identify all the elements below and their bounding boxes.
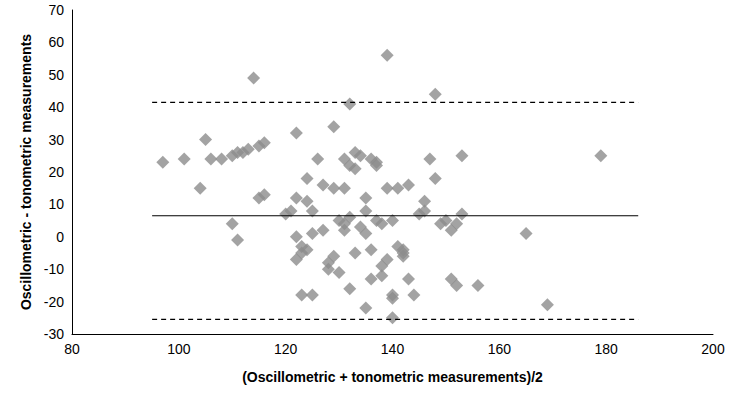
svg-text:160: 160: [488, 341, 512, 357]
svg-text:20: 20: [48, 164, 64, 180]
svg-text:80: 80: [64, 341, 80, 357]
svg-text:Oscillometric - tonometric mea: Oscillometric - tonometric measurements: [18, 34, 34, 310]
svg-text:30: 30: [48, 132, 64, 148]
svg-text:200: 200: [701, 341, 725, 357]
svg-text:0: 0: [56, 229, 64, 245]
svg-text:70: 70: [48, 2, 64, 18]
svg-text:100: 100: [167, 341, 191, 357]
svg-text:40: 40: [48, 99, 64, 115]
svg-text:180: 180: [594, 341, 618, 357]
svg-text:-10: -10: [44, 261, 64, 277]
svg-text:60: 60: [48, 34, 64, 50]
svg-text:50: 50: [48, 67, 64, 83]
svg-text:10: 10: [48, 196, 64, 212]
svg-text:-30: -30: [44, 326, 64, 342]
svg-text:-20: -20: [44, 294, 64, 310]
svg-text:120: 120: [274, 341, 298, 357]
svg-text:(Oscillometric + tonometric me: (Oscillometric + tonometric measurements…: [242, 369, 543, 385]
svg-text:140: 140: [381, 341, 405, 357]
